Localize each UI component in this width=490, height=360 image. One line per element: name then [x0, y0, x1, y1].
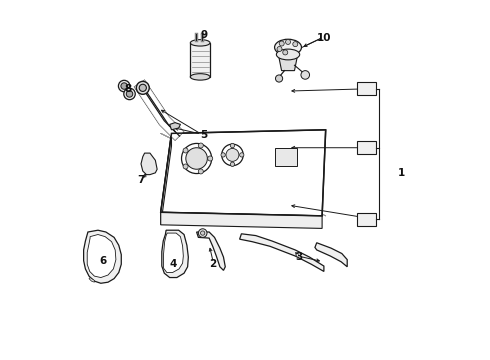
Circle shape	[198, 229, 207, 237]
Polygon shape	[315, 243, 347, 267]
Ellipse shape	[190, 74, 210, 80]
Polygon shape	[89, 278, 95, 282]
Polygon shape	[170, 123, 180, 130]
Polygon shape	[84, 230, 122, 283]
Circle shape	[221, 144, 243, 166]
Circle shape	[198, 143, 203, 148]
Polygon shape	[357, 141, 376, 154]
Text: 3: 3	[295, 252, 302, 262]
Circle shape	[221, 153, 225, 157]
Polygon shape	[162, 230, 188, 278]
Polygon shape	[275, 148, 297, 166]
Circle shape	[240, 153, 244, 157]
Ellipse shape	[276, 49, 300, 60]
Circle shape	[183, 164, 188, 169]
Polygon shape	[357, 213, 376, 226]
Circle shape	[121, 83, 127, 89]
Polygon shape	[279, 58, 297, 71]
Ellipse shape	[190, 40, 210, 46]
Circle shape	[279, 41, 284, 46]
Text: 2: 2	[209, 259, 217, 269]
Polygon shape	[141, 153, 157, 175]
Polygon shape	[161, 134, 171, 225]
Circle shape	[226, 148, 239, 161]
Text: 1: 1	[397, 168, 405, 178]
Polygon shape	[161, 130, 326, 216]
Circle shape	[293, 42, 298, 47]
Circle shape	[139, 84, 147, 91]
Circle shape	[183, 148, 188, 153]
Polygon shape	[196, 232, 225, 270]
Circle shape	[230, 143, 235, 148]
Text: 8: 8	[125, 84, 132, 94]
Text: 10: 10	[317, 33, 331, 43]
Circle shape	[136, 81, 149, 94]
Circle shape	[275, 75, 283, 82]
Circle shape	[277, 46, 282, 51]
Circle shape	[119, 80, 130, 92]
Ellipse shape	[274, 39, 301, 55]
Circle shape	[198, 169, 203, 174]
Text: 6: 6	[100, 256, 107, 266]
Circle shape	[301, 71, 310, 79]
Circle shape	[126, 91, 133, 97]
Polygon shape	[161, 212, 322, 228]
Polygon shape	[240, 234, 324, 271]
Circle shape	[124, 88, 135, 100]
Text: 4: 4	[170, 259, 177, 269]
Text: 7: 7	[137, 175, 145, 185]
Polygon shape	[190, 43, 210, 77]
Circle shape	[230, 162, 235, 166]
Circle shape	[283, 50, 288, 55]
Text: 9: 9	[200, 30, 207, 40]
Text: 5: 5	[200, 130, 207, 140]
Circle shape	[200, 231, 205, 235]
Circle shape	[208, 156, 213, 161]
Polygon shape	[164, 233, 183, 273]
Circle shape	[286, 40, 291, 44]
Circle shape	[186, 148, 207, 169]
Circle shape	[181, 143, 212, 174]
Polygon shape	[87, 234, 116, 278]
Polygon shape	[357, 82, 376, 95]
